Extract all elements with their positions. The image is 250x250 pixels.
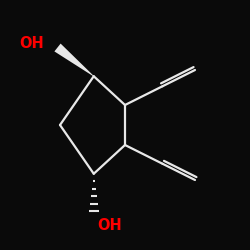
Text: OH: OH [19,36,44,51]
Polygon shape [54,44,94,76]
Text: OH: OH [98,218,122,232]
